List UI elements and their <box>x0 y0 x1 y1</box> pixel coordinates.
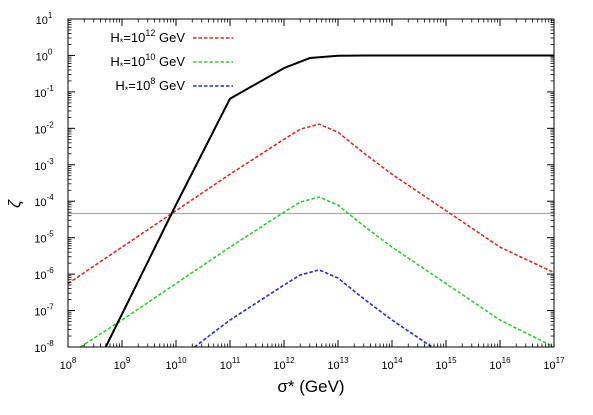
y-tick-label-part: -4 <box>47 193 55 202</box>
x-tick-label-part: 10 <box>327 360 339 372</box>
y-tick-label: 10-3 <box>34 157 54 173</box>
y-tick-label-part: 10 <box>34 197 46 209</box>
x-tick-label: 1013 <box>327 356 349 372</box>
x-tick-label-part: 10 <box>435 360 447 372</box>
legend-label-part: * <box>120 61 124 71</box>
legend-label-part: 8 <box>150 76 155 86</box>
y-tick-label: 100 <box>36 47 53 63</box>
x-tick-label-part: 8 <box>72 356 77 365</box>
y-tick-label-part: -7 <box>47 303 55 312</box>
plot-frame <box>67 18 555 348</box>
y-tick-label: 10-4 <box>34 193 54 209</box>
x-tick-label-part: 10 <box>178 356 187 365</box>
y-tick-label: 101 <box>36 11 53 27</box>
x-tick-label-part: 17 <box>556 356 565 365</box>
legend-label: H*=108 GeV <box>115 76 185 95</box>
y-tick-label-part: 10 <box>34 270 46 282</box>
x-tick-label-part: 10 <box>165 360 177 372</box>
legend-label-part: H <box>110 30 119 45</box>
x-tick-label-part: 15 <box>448 356 457 365</box>
legend-label-part: 10 <box>145 52 155 62</box>
x-tick-label-part: 12 <box>286 356 295 365</box>
y-tick-label-part: 10 <box>34 343 46 355</box>
x-tick-label-part: 10 <box>543 360 555 372</box>
legend-label-part: GeV <box>155 30 185 45</box>
y-tick-label-part: 10 <box>34 124 46 136</box>
y-tick-label-part: 10 <box>36 51 48 63</box>
y-axis-label: ζ <box>5 199 24 208</box>
x-tick-label-part: 11 <box>232 356 241 365</box>
y-tick-label-part: -5 <box>47 230 55 239</box>
x-tick-label-part: 10 <box>60 360 72 372</box>
y-tick-label: 10-2 <box>34 120 54 136</box>
legend-label: H*=1010 GeV <box>110 52 185 71</box>
x-tick-label: 109 <box>114 356 131 372</box>
legend-label-part: H <box>110 54 119 69</box>
legend-label-part: * <box>125 85 129 95</box>
x-tick-label: 1012 <box>273 356 295 372</box>
x-tick-label: 1016 <box>489 356 511 372</box>
y-tick-label: 10-5 <box>34 230 54 246</box>
legend-label-part: H <box>115 78 124 93</box>
y-tick-label-part: 10 <box>36 15 48 27</box>
x-tick-label-part: 16 <box>502 356 511 365</box>
y-tick-label-part: 10 <box>34 88 46 100</box>
legend-label-part: * <box>120 37 124 47</box>
y-tick-label: 10-7 <box>34 303 54 319</box>
x-axis-label: σ* (GeV) <box>277 377 344 396</box>
y-tick-label-part: -2 <box>47 120 55 129</box>
x-tick-label-part: 13 <box>340 356 349 365</box>
legend-label-part: GeV <box>155 78 185 93</box>
y-tick-label-part: -8 <box>47 339 55 348</box>
series-line-3 <box>194 269 453 347</box>
y-tick-label: 10-8 <box>34 339 54 355</box>
y-tick-label-part: 1 <box>48 11 53 20</box>
x-tick-label: 1017 <box>543 356 565 372</box>
x-tick-label: 1010 <box>165 356 187 372</box>
x-tick-label-part: 10 <box>489 360 501 372</box>
y-tick-label-part: 10 <box>34 161 46 173</box>
x-tick-label-part: 10 <box>220 360 232 372</box>
y-tick-label-part: -6 <box>47 266 55 275</box>
legend-label-part: =10 <box>123 54 145 69</box>
x-tick-label-part: 9 <box>126 356 131 365</box>
x-tick-label-part: 10 <box>381 360 393 372</box>
y-tick-label-part: 10 <box>34 234 46 246</box>
series-layer <box>68 54 554 347</box>
legend-label-part: =10 <box>123 30 145 45</box>
legend-label-part: GeV <box>155 54 185 69</box>
series-line-1 <box>68 123 554 285</box>
legend-label-part: 12 <box>145 28 155 38</box>
y-tick-label-part: 0 <box>48 47 53 56</box>
x-tick-label: 1014 <box>381 356 403 372</box>
tick-label-layer: 108 109 1010 1011 1012 1013 1014 1015 1016 101710… <box>34 11 565 372</box>
y-tick-label-part: -3 <box>47 157 55 166</box>
legend-label-part: =10 <box>128 78 150 93</box>
series-line-2 <box>80 196 554 347</box>
tick-layer <box>67 18 555 348</box>
x-tick-label: 1015 <box>435 356 457 372</box>
x-tick-label: 1011 <box>220 356 241 372</box>
x-tick-label-part: 10 <box>114 360 126 372</box>
y-tick-label-part: 10 <box>34 307 46 319</box>
y-tick-label-part: -1 <box>47 84 55 93</box>
x-tick-label: 108 <box>60 356 77 372</box>
y-tick-label: 10-1 <box>34 84 54 100</box>
series-line-black <box>104 54 554 347</box>
legend-label: H*=1012 GeV <box>110 28 185 47</box>
x-tick-label-part: 10 <box>273 360 285 372</box>
y-tick-label: 10-6 <box>34 266 54 282</box>
x-tick-label-part: 14 <box>394 356 403 365</box>
